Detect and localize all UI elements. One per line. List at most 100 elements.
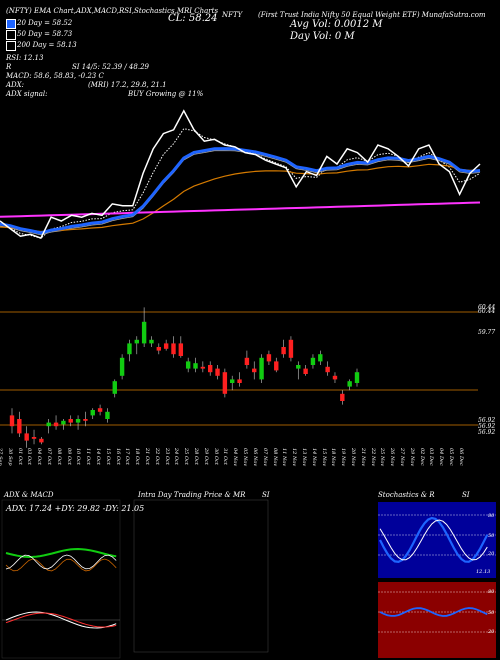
date-tick: 18 Oct [134, 448, 141, 465]
rsi-scale-80: 80 [488, 589, 495, 595]
avg-volume: Avg Vol: 0.0012 M [290, 19, 383, 30]
close-price: CL: 58.24 [168, 13, 218, 24]
date-tick: 04 Oct [36, 448, 43, 465]
date-tick: 05 Nov [242, 448, 249, 467]
candle-body [354, 372, 360, 383]
date-tick: 16 Oct [114, 448, 121, 465]
candle-body [288, 339, 294, 358]
stoch-scale-80: 80 [488, 513, 495, 519]
rsi-line [379, 607, 488, 617]
adx-label: ADX: [6, 81, 25, 89]
price-label-low1: 56.92 [478, 417, 496, 424]
date-tick: 18 Nov [330, 448, 337, 467]
candle-body [119, 357, 125, 376]
candle-body [17, 419, 22, 434]
stoch-title-suffix: SI [462, 491, 470, 499]
ema-fast-line [0, 128, 481, 239]
date-tick: 15 Oct [104, 448, 111, 465]
candle-body [61, 420, 66, 425]
buy-signal: BUY Growing @ 11% [128, 90, 204, 98]
candle-body [340, 393, 345, 401]
candle-body [90, 410, 95, 416]
nfty-tag: NFTY [222, 11, 243, 19]
candle-body [296, 365, 301, 369]
date-tick: 11 Oct [85, 448, 92, 465]
candle-body [310, 357, 316, 365]
day-volume: Day Vol: 0 M [290, 31, 355, 42]
symbol-line: (NFTY) EMA Chart,ADX,MACD,RSI,Stochastic… [6, 7, 219, 15]
candle-body [318, 354, 323, 362]
date-tick: 27 Nov [398, 448, 405, 467]
mri-label: (MRI) 17.2, 29.8, 21.1 [88, 81, 167, 89]
date-tick: 28 Oct [193, 448, 200, 465]
ema20-line [0, 147, 481, 235]
stoch-d-line [379, 519, 488, 561]
adx-plus-line [5, 554, 117, 570]
date-tick: 26 Nov [389, 448, 396, 467]
si-label: SI 14/5: 52.39 / 48.29 [72, 63, 149, 71]
candle-body [171, 343, 176, 355]
candle-body [230, 379, 235, 383]
date-tick: 04 Nov [232, 448, 239, 467]
rsi-panel-bg [378, 582, 496, 658]
candle-body [141, 321, 147, 344]
price-label-top2: 60.44 [478, 308, 496, 315]
date-tick: 14 Oct [95, 448, 102, 465]
candle-body [200, 366, 206, 369]
candle-body [75, 419, 81, 423]
date-tick: 25 Oct [183, 448, 190, 465]
price-line [0, 109, 481, 240]
date-tick: 13 Nov [300, 448, 307, 467]
date-tick: 31 Oct [222, 448, 229, 465]
date-tick: 04 Dec [438, 448, 445, 466]
candle-body [237, 379, 242, 383]
macd-label: MACD: 58.6, 58.83, -0.23 C [6, 72, 104, 80]
stoch-scale-20: 20 [488, 551, 495, 557]
date-tick: 22 Oct [153, 448, 160, 465]
macd-signal-line [5, 612, 117, 628]
rsi-scale-50: 50 [488, 610, 495, 616]
adx-signal-label: ADX signal: [6, 90, 48, 98]
date-tick: 29 Nov [408, 448, 415, 467]
candle-body [332, 375, 338, 380]
candle-body [83, 419, 88, 421]
candle-body [53, 422, 59, 427]
date-tick: 08 Nov [271, 448, 278, 467]
rsi-scale-20: 20 [488, 629, 495, 635]
macd-line [5, 611, 117, 629]
date-tick: 05 Dec [447, 448, 454, 466]
date-tick: 21 Oct [144, 448, 151, 465]
candle-body [259, 357, 264, 380]
date-tick: 07 Oct [46, 448, 53, 465]
candle-body [347, 381, 352, 387]
candle-body [266, 354, 272, 362]
candle-body [193, 363, 198, 369]
price-label-low2: 56.92 [478, 423, 496, 430]
date-tick: 19 Nov [340, 448, 347, 467]
candle-body [24, 433, 29, 441]
candle-body [134, 339, 139, 344]
candle-body [178, 343, 184, 356]
date-tick: 08 Oct [55, 448, 62, 465]
date-tick: 20 Nov [349, 448, 356, 467]
ema20-label: 20 Day = 58.52 [17, 19, 73, 27]
candle-body [112, 381, 117, 394]
date-tick: 02 Dec [418, 448, 425, 466]
candle-body [252, 368, 257, 373]
ema200-label: 200 Day = 58.13 [17, 41, 77, 49]
adx-panel-frame [1, 499, 121, 659]
price-label-top: 60.44 [478, 304, 496, 311]
candle-body [97, 408, 103, 412]
date-tick: 06 Dec [457, 448, 464, 466]
date-tick: 17 Oct [124, 448, 131, 465]
candle-body [215, 368, 220, 376]
intraday-title-suffix: SI [262, 491, 270, 499]
date-tick: 01 Oct [16, 448, 23, 465]
date-tick: 11 Nov [281, 448, 288, 467]
chart-title: (First Trust India Nifty 50 Equal Weight… [258, 11, 486, 19]
date-tick: 03 Dec [428, 448, 435, 466]
candle-body [46, 422, 51, 427]
ema20-swatch [6, 19, 16, 29]
ema50-line [0, 163, 480, 233]
date-tick: 24 Oct [173, 448, 180, 465]
